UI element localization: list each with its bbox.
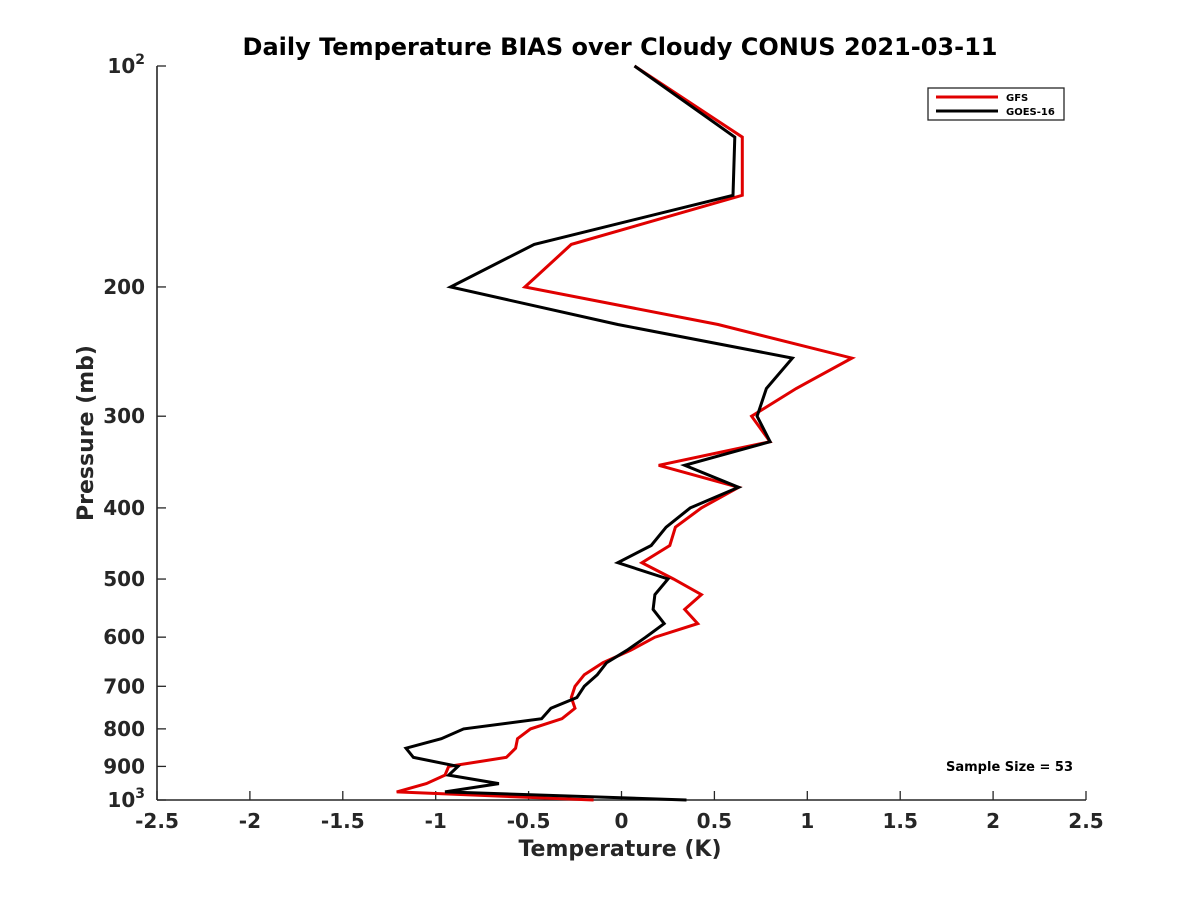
plot-area: -2.5 -2 -1.5 -1 -0.5 0 0.5 1 1.5 2 2.5 102 200 300 400… (103, 52, 1103, 833)
legend-label: GOES-16 (1006, 107, 1055, 118)
x-tick-label: 0 (615, 809, 629, 833)
chart-title: Daily Temperature BIAS over Cloudy CONUS… (243, 33, 998, 61)
x-tick-label: 2.5 (1068, 809, 1103, 833)
y-axis-label: Pressure (mb) (74, 345, 99, 521)
x-tick-label: 2 (986, 809, 1000, 833)
y-tick-label: 103 (107, 786, 145, 812)
x-axis-label: Temperature (K) (518, 837, 721, 862)
legend-box (927, 87, 1065, 121)
y-tick-label: 500 (103, 567, 145, 591)
legend: GFS GOES-16 (927, 87, 1065, 121)
legend-label: GFS (1006, 93, 1028, 104)
x-tick-label: 1 (800, 809, 814, 833)
x-tick-label: -1.5 (321, 809, 365, 833)
x-tick-label: -0.5 (507, 809, 551, 833)
y-tick-label: 800 (103, 717, 145, 741)
y-tick-label: 200 (103, 275, 145, 299)
y-tick-label: 400 (103, 496, 145, 520)
y-tick-label: 600 (103, 625, 145, 649)
x-tick-label: 0.5 (697, 809, 732, 833)
x-tick-label: 1.5 (882, 809, 917, 833)
y-tick-label: 900 (103, 754, 145, 778)
y-tick-label: 102 (107, 52, 145, 78)
x-tick-label: -1 (425, 809, 447, 833)
x-tick-label: -2 (239, 809, 261, 833)
sample-size-annotation: Sample Size = 53 (946, 760, 1073, 775)
x-tick-label: -2.5 (135, 809, 179, 833)
series-line-goes-16 (403, 64, 796, 802)
y-tick-label: 700 (103, 674, 145, 698)
series-line-gfs (396, 64, 856, 802)
y-tick-label: 300 (103, 404, 145, 428)
